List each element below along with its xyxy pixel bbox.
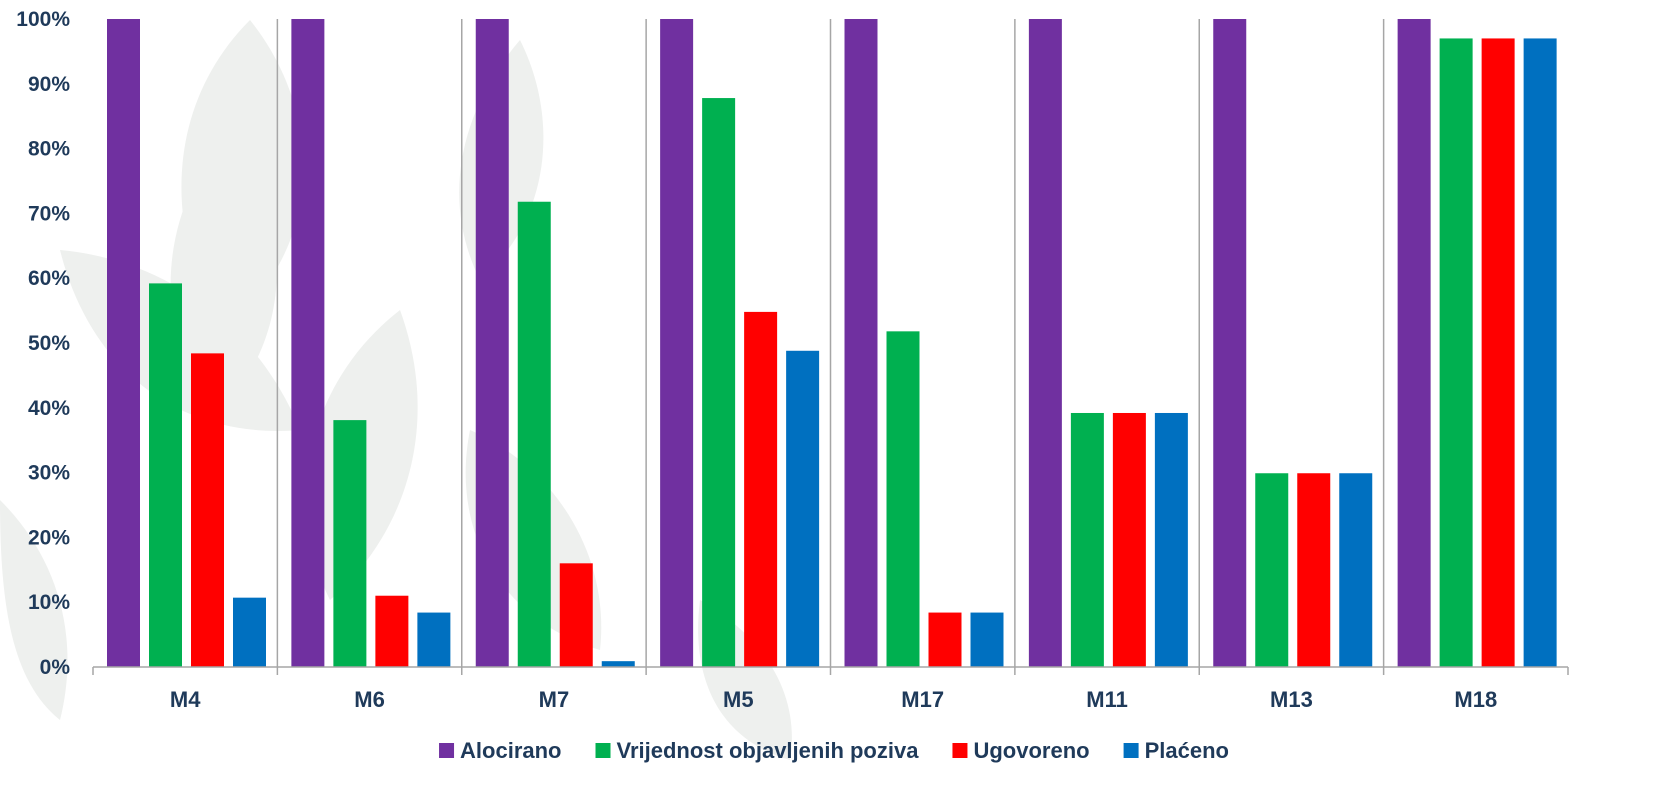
bar-m6-series-2 [375,595,409,667]
bar-m13-series-3 [1339,473,1373,667]
legend-label: Vrijednost objavljenih poziva [617,738,920,763]
legend-item-2: Ugovoreno [952,738,1090,763]
legend-swatch [439,743,455,758]
bar-m11-series-0 [1028,19,1062,667]
bar-m13-series-0 [1213,19,1247,667]
y-tick-label: 40% [28,397,70,420]
legend-label: Plaćeno [1145,738,1229,763]
x-tick-label: M11 [1086,687,1128,712]
bar-m18-series-3 [1523,38,1557,667]
x-tick-label: M4 [170,687,201,712]
legend-label: Alocirano [460,738,561,763]
y-tick-label: 30% [28,462,70,485]
x-tick-label: M5 [723,687,754,712]
bar-m11-series-3 [1154,412,1188,667]
axes [92,666,1569,675]
x-tick-label: M13 [1270,687,1313,712]
leaf-decoration [0,500,68,720]
legend-item-3: Plaćeno [1123,738,1229,763]
y-tick-label: 100% [16,8,70,31]
bar-m11-series-1 [1070,412,1104,667]
x-tick-label: M7 [539,687,570,712]
y-axis-tick-labels: 0% 10% 20% 30% 40% 50% 60% 70% 80% 90% 100% [16,8,70,679]
bar-m5-series-0 [660,19,694,667]
bar-m13-series-2 [1297,473,1331,667]
bar-m5-series-2 [744,311,778,667]
x-tick-label: M17 [901,687,944,712]
bar-m17-series-0 [844,19,878,667]
y-tick-label: 70% [28,202,70,225]
y-tick-label: 50% [28,332,70,355]
bar-m17-series-3 [970,612,1004,667]
legend: Alocirano Vrijednost objavljenih poziva Ug… [439,738,1229,763]
bar-m7-series-3 [601,661,635,667]
bar-m18-series-2 [1481,38,1515,667]
bar-m5-series-3 [786,350,820,667]
bar-m4-series-3 [233,597,266,667]
legend-item-0: Alocirano [439,738,562,763]
bar-m6-series-3 [417,612,451,667]
y-tick-label: 0% [40,656,71,679]
y-tick-label: 90% [28,73,70,96]
bar-m5-series-1 [702,98,736,667]
legend-swatch [595,743,611,758]
bars [107,19,1557,667]
bar-m4-series-0 [107,19,140,667]
bar-m11-series-2 [1112,412,1146,667]
category-separators [276,19,1385,667]
x-tick-label: M18 [1454,687,1497,712]
bar-m7-series-2 [559,563,593,667]
bar-m7-series-1 [517,201,551,667]
bar-m7-series-0 [475,19,509,667]
bar-m18-series-1 [1439,38,1473,667]
bar-m4-series-2 [191,353,224,667]
x-tick-label: M6 [354,687,385,712]
bar-m6-series-0 [291,19,325,667]
legend-swatch [1123,743,1139,758]
bar-m4-series-1 [149,283,182,667]
bar-m6-series-1 [333,420,367,667]
bar-m17-series-2 [928,612,962,667]
bar-m18-series-0 [1397,19,1431,667]
y-tick-label: 10% [28,591,70,614]
y-tick-label: 60% [28,267,70,290]
y-tick-label: 80% [28,138,70,161]
bar-m17-series-1 [886,331,920,667]
legend-swatch [952,743,968,758]
x-axis-tick-labels: M4 M6 M7 M5 M17 M11 M13 M18 [170,687,1497,712]
bar-m13-series-1 [1255,473,1289,667]
legend-item-1: Vrijednost objavljenih poziva [595,738,920,763]
legend-label: Ugovoreno [973,738,1089,763]
y-tick-label: 20% [28,526,70,549]
